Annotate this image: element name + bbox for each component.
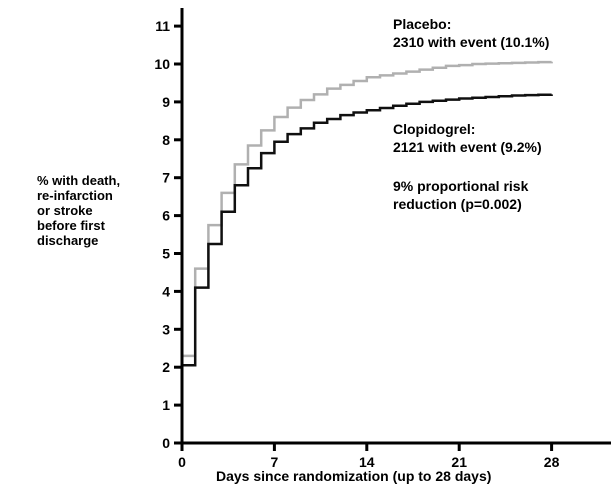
clopidogrel-annotation: Clopidogrel: 2121 with event (9.2%) (393, 120, 542, 156)
risk-reduction-annotation: 9% proportional risk reduction (p=0.002) (393, 177, 528, 213)
y-axis-label-line: or stroke (37, 203, 93, 218)
placebo-annotation-title: Placebo: (393, 16, 452, 32)
y-axis-label-line: before first (37, 218, 105, 233)
y-tick-label: 7 (162, 170, 170, 186)
y-axis-label-line: % with death, (37, 173, 121, 188)
y-tick-label: 2 (162, 359, 170, 375)
x-tick-label: 28 (544, 454, 560, 470)
y-axis-label: % with death, re-infarction or stroke be… (37, 173, 120, 248)
x-tick-label: 14 (359, 454, 375, 470)
x-axis-label: Days since randomization (up to 28 days) (216, 468, 492, 484)
y-tick-label: 5 (162, 246, 170, 262)
series-group (180, 60, 553, 443)
y-tick-label: 10 (154, 56, 170, 72)
y-tick-label: 3 (162, 321, 170, 337)
placebo-annotation: Placebo: 2310 with event (10.1%) (393, 15, 549, 51)
x-tick-label: 0 (178, 454, 186, 470)
y-tick-label: 6 (162, 208, 170, 224)
y-tick-label: 11 (155, 18, 170, 34)
risk-reduction-line: 9% proportional risk (393, 178, 529, 194)
y-axis-label-line: discharge (37, 233, 99, 248)
series-line-placebo (180, 60, 553, 443)
x-axis-ticks: 0 7 14 21 28 (178, 443, 560, 470)
y-tick-label: 4 (162, 283, 170, 299)
series-line-clopidogrel (180, 93, 553, 443)
y-tick-label: 9 (162, 94, 170, 110)
risk-reduction-line: reduction (p=0.002) (393, 196, 522, 212)
clopidogrel-annotation-title: Clopidogrel: (393, 121, 476, 137)
y-tick-label: 0 (162, 435, 170, 451)
y-tick-label: 1 (162, 397, 170, 413)
placebo-annotation-count: 2310 with event (10.1%) (393, 34, 550, 50)
y-tick-label: 8 (162, 132, 170, 148)
y-axis-label-line: re-infarction (37, 188, 113, 203)
clopidogrel-annotation-count: 2121 with event (9.2%) (393, 139, 542, 155)
y-axis-ticks: 0 1 2 3 4 5 6 7 8 9 10 11 (154, 18, 182, 451)
x-tick-label: 21 (451, 454, 467, 470)
x-tick-label: 7 (271, 454, 279, 470)
